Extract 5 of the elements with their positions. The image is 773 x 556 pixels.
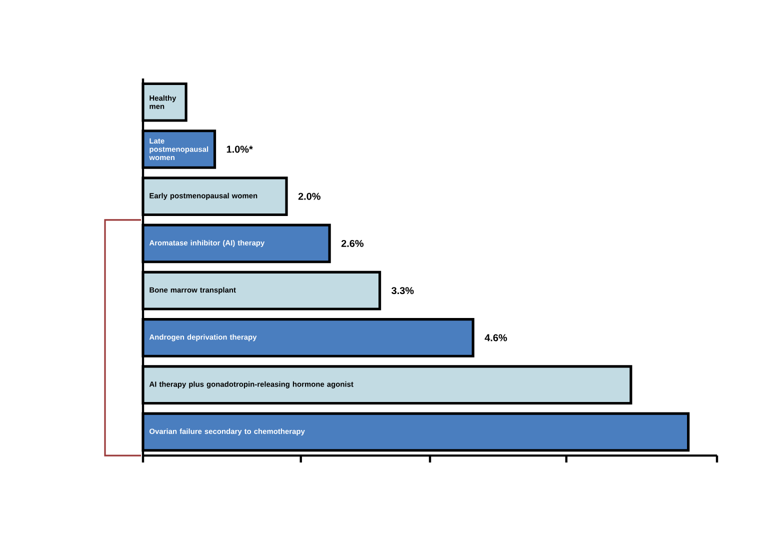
data-label: 3.3% (392, 287, 414, 294)
data-label: 2.6% (341, 240, 364, 248)
data-label: 2.0% (298, 192, 320, 200)
data-label: 1.0%* (226, 146, 253, 153)
data-label: 4.6% (484, 334, 508, 342)
